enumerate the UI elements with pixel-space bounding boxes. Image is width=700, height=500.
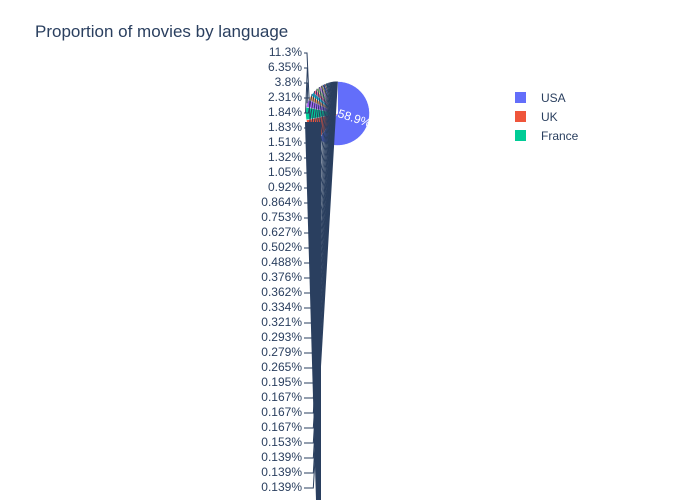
outside-percent-label: 2.31% xyxy=(268,90,302,104)
chart-title: Proportion of movies by language xyxy=(35,22,289,41)
outside-percent-label: 0.167% xyxy=(261,390,302,404)
leader-line xyxy=(304,93,313,114)
leader-line xyxy=(304,82,309,104)
leader-lines xyxy=(304,52,338,500)
outside-percent-label: 0.321% xyxy=(261,315,302,329)
legend-item-france[interactable]: France xyxy=(515,126,578,145)
outside-percent-label: 0.753% xyxy=(261,210,302,224)
legend-item-uk[interactable]: UK xyxy=(515,107,578,126)
outside-percent-label: 1.83% xyxy=(268,120,302,134)
outside-percent-label: 0.279% xyxy=(261,345,302,359)
leader-line xyxy=(304,52,312,131)
outside-percent-label: 0.864% xyxy=(261,195,302,209)
outside-percent-label: 0.488% xyxy=(261,255,302,269)
legend-swatch-uk xyxy=(515,111,526,122)
outside-percent-label: 0.627% xyxy=(261,225,302,239)
outside-percent-label: 3.8% xyxy=(275,75,303,89)
legend: USA UK France xyxy=(515,88,578,145)
outside-labels: 11.3%6.35%3.8%2.31%1.84%1.83%1.51%1.32%1… xyxy=(261,45,302,494)
leader-line-bundle xyxy=(305,122,321,500)
legend-label-uk: UK xyxy=(541,109,558,124)
outside-percent-label: 0.139% xyxy=(261,465,302,479)
outside-percent-label: 1.05% xyxy=(268,165,302,179)
leader-line xyxy=(304,81,338,489)
outside-percent-label: 0.139% xyxy=(261,480,302,494)
outside-percent-label: 11.3% xyxy=(269,45,302,59)
outside-percent-label: 0.167% xyxy=(261,405,302,419)
leader-line xyxy=(304,81,337,444)
leader-line xyxy=(304,81,337,429)
legend-swatch-france xyxy=(515,130,526,141)
outside-percent-label: 0.195% xyxy=(261,375,302,389)
outside-percent-label: 0.376% xyxy=(261,270,302,284)
outside-percent-label: 0.502% xyxy=(261,240,302,254)
legend-swatch-usa xyxy=(515,92,526,103)
outside-percent-label: 0.139% xyxy=(261,450,302,464)
legend-item-usa[interactable]: USA xyxy=(515,88,578,107)
outside-percent-label: 1.84% xyxy=(268,105,302,119)
outside-percent-label: 1.32% xyxy=(268,150,302,164)
outside-percent-label: 0.167% xyxy=(261,420,302,434)
outside-percent-label: 0.153% xyxy=(261,435,302,449)
leader-line xyxy=(304,81,337,414)
outside-percent-label: 0.362% xyxy=(261,285,302,299)
outside-percent-label: 0.334% xyxy=(261,300,302,314)
outside-percent-label: 0.92% xyxy=(268,180,302,194)
outside-percent-label: 1.51% xyxy=(268,135,302,149)
outside-percent-label: 0.293% xyxy=(261,330,302,344)
outside-percent-label: 6.35% xyxy=(268,60,302,74)
outside-percent-label: 0.265% xyxy=(261,360,302,374)
legend-label-france: France xyxy=(541,128,579,143)
legend-label-usa: USA xyxy=(541,90,566,105)
